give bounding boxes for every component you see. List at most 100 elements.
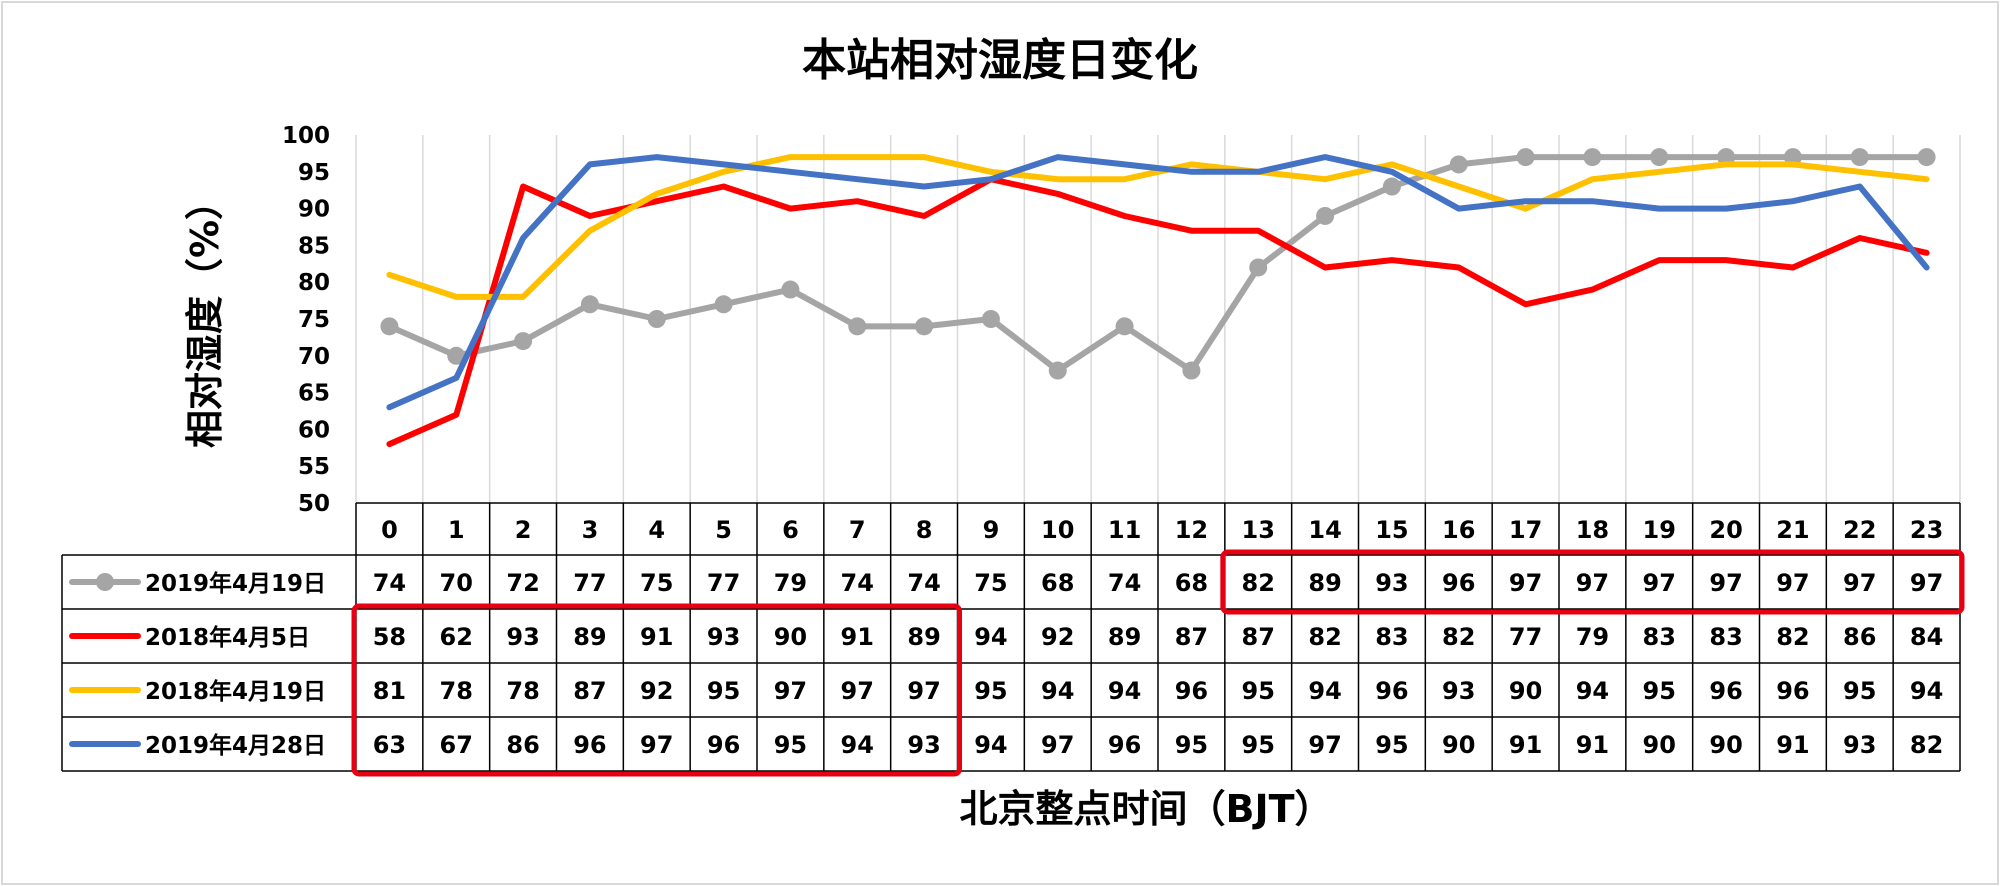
- data-label: 94: [1576, 677, 1609, 705]
- data-label: 83: [1709, 623, 1742, 651]
- x-tick-label: 5: [715, 516, 732, 544]
- highlight-box: [351, 603, 962, 777]
- data-point: [915, 317, 934, 336]
- data-label: 94: [974, 731, 1007, 759]
- data-label: 74: [907, 569, 940, 597]
- data-label: 93: [1442, 677, 1475, 705]
- data-label: 67: [440, 731, 473, 759]
- data-label: 82: [1442, 623, 1475, 651]
- data-point: [1249, 258, 1268, 277]
- data-label: 97: [774, 677, 807, 705]
- data-label: 93: [1843, 731, 1876, 759]
- legend-label: 2018年4月5日: [145, 624, 310, 651]
- data-label: 77: [1509, 623, 1542, 651]
- data-label: 72: [506, 569, 539, 597]
- data-label: 97: [907, 677, 940, 705]
- data-label: 93: [907, 731, 940, 759]
- data-point: [514, 332, 533, 351]
- x-tick-label: 17: [1509, 516, 1542, 544]
- x-tick-label: 0: [381, 516, 398, 544]
- data-label: 90: [1643, 731, 1676, 759]
- data-label: 96: [1375, 677, 1408, 705]
- series-lines: [380, 148, 1936, 448]
- data-label: 86: [1843, 623, 1876, 651]
- data-label: 92: [1041, 623, 1074, 651]
- x-tick-label: 13: [1242, 516, 1275, 544]
- data-label: 82: [1308, 623, 1341, 651]
- series-line-2: [386, 154, 1930, 300]
- y-tick-label: 65: [298, 381, 330, 407]
- data-label: 97: [1709, 569, 1742, 597]
- data-label: 97: [841, 677, 874, 705]
- data-point: [647, 310, 666, 328]
- data-label: 97: [1776, 569, 1809, 597]
- data-label: 75: [640, 569, 673, 597]
- data-label: 96: [1175, 677, 1208, 705]
- data-point: [1583, 148, 1602, 167]
- data-label: 96: [707, 731, 740, 759]
- data-label: 95: [1175, 731, 1208, 759]
- x-tick-label: 20: [1709, 516, 1742, 544]
- data-label: 97: [1910, 569, 1943, 597]
- data-label: 79: [774, 569, 807, 597]
- chart-title: 本站相对湿度日变化: [802, 35, 1198, 86]
- data-label: 83: [1643, 623, 1676, 651]
- data-label: 95: [1242, 677, 1275, 705]
- data-label: 62: [440, 623, 473, 651]
- data-point: [580, 295, 599, 314]
- series-line-0: [386, 154, 1930, 374]
- data-point: [981, 310, 1000, 328]
- data-label: 75: [974, 569, 1007, 597]
- data-point: [1115, 317, 1134, 336]
- data-label: 97: [1308, 731, 1341, 759]
- data-label: 97: [1843, 569, 1876, 597]
- data-point: [1048, 361, 1067, 380]
- data-label: 94: [1041, 677, 1074, 705]
- data-label: 90: [774, 623, 807, 651]
- data-label: 77: [707, 569, 740, 597]
- data-label: 95: [1375, 731, 1408, 759]
- data-label: 96: [1442, 569, 1475, 597]
- series-line-3: [386, 154, 1930, 411]
- data-label: 78: [506, 677, 539, 705]
- data-label: 74: [1108, 569, 1141, 597]
- data-point: [1917, 148, 1936, 167]
- data-label: 63: [373, 731, 406, 759]
- data-label: 94: [1910, 677, 1943, 705]
- data-label: 82: [1776, 623, 1809, 651]
- data-label: 95: [1242, 731, 1275, 759]
- x-tick-label: 7: [849, 516, 866, 544]
- y-tick-label: 70: [298, 344, 330, 370]
- x-tick-label: 21: [1776, 516, 1809, 544]
- data-label: 90: [1509, 677, 1542, 705]
- data-label: 81: [373, 677, 406, 705]
- data-label: 97: [1041, 731, 1074, 759]
- data-label: 91: [1576, 731, 1609, 759]
- x-tick-label: 10: [1041, 516, 1074, 544]
- data-label: 94: [1108, 677, 1141, 705]
- data-label: 96: [1108, 731, 1141, 759]
- data-label: 90: [1442, 731, 1475, 759]
- data-label: 91: [1509, 731, 1542, 759]
- data-label: 78: [440, 677, 473, 705]
- data-label: 91: [841, 623, 874, 651]
- data-point: [1516, 148, 1535, 167]
- y-tick-label: 50: [298, 491, 330, 517]
- x-tick-label: 6: [782, 516, 799, 544]
- x-tick-label: 8: [916, 516, 933, 544]
- highlight-boxes: [351, 549, 1965, 777]
- data-label: 96: [573, 731, 606, 759]
- data-label: 97: [1643, 569, 1676, 597]
- data-label: 97: [640, 731, 673, 759]
- data-label: 95: [1843, 677, 1876, 705]
- x-tick-label: 2: [515, 516, 532, 544]
- y-tick-labels: 50 55 60 65 70 75 80 85 90 95 100: [282, 123, 330, 517]
- x-tick-label: 19: [1643, 516, 1676, 544]
- data-label: 93: [1375, 569, 1408, 597]
- data-label: 95: [774, 731, 807, 759]
- legend-label: 2019年4月19日: [145, 570, 326, 597]
- y-tick-label: 55: [298, 454, 330, 480]
- x-tick-label: 11: [1108, 516, 1141, 544]
- data-label: 89: [1308, 569, 1341, 597]
